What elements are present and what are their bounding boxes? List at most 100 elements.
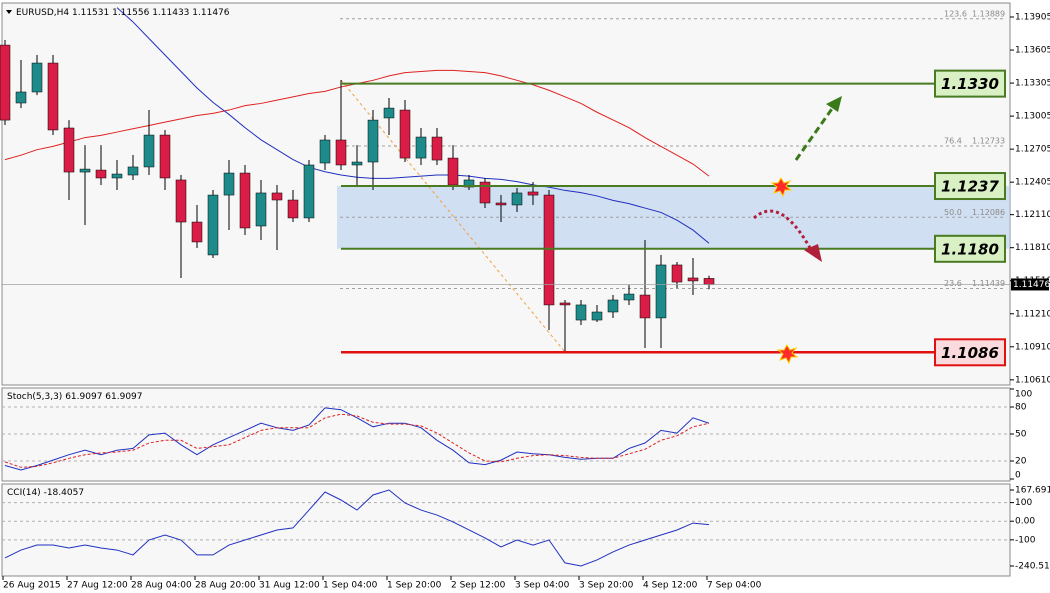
y-tick-label: 1.13005: [1015, 112, 1050, 122]
y-tick-label: 0: [1015, 471, 1021, 481]
y-tick-label: 80: [1015, 403, 1027, 413]
candle-body: [623, 293, 635, 301]
candle-body: [415, 136, 427, 159]
header: EURUSD,H4 1.11531 1.11556 1.11433 1.1147…: [16, 8, 230, 18]
candle-body: [447, 157, 459, 186]
title: Stoch(5,3,3): [7, 392, 62, 402]
down-arrow: [753, 209, 812, 249]
level-label: 1.1086: [941, 344, 999, 362]
x-tick-label: 2 Sep 12:00: [451, 581, 506, 591]
level-box: [934, 69, 1006, 98]
x-tick-label: 26 Aug 2015: [3, 581, 61, 591]
y-tick-label: 1.10910: [1015, 342, 1050, 352]
x-tick-label: 3 Sep 04:00: [515, 581, 570, 591]
candle-body: [95, 169, 107, 179]
level-box: [934, 234, 1006, 263]
symbol: EURUSD,H4: [16, 8, 69, 18]
fibo-level: 76.4: [944, 137, 962, 146]
candle-body: [15, 91, 27, 104]
x-tick-label: 28 Aug 04:00: [131, 581, 192, 591]
fibo-price: 1.11439: [972, 279, 1005, 288]
stoch-header: Stoch(5,3,3) 61.9097 61.9097: [7, 392, 143, 402]
candle-body: [479, 181, 491, 204]
high: 1.11556: [112, 8, 149, 18]
x-tick-label: 1 Sep 04:00: [323, 581, 378, 591]
indicator-line: [4, 489, 710, 567]
header-arrow: [6, 10, 12, 14]
fibo-level: 50.0: [944, 208, 962, 217]
candle-body: [143, 134, 155, 168]
main: 61.9097: [65, 392, 102, 402]
fibo-trend: [340, 79, 566, 353]
fibo-price: 1.13889: [972, 9, 1005, 18]
close: 1.11476: [192, 8, 229, 18]
low: 1.11433: [152, 8, 189, 18]
y-tick-label: 1.12405: [1015, 178, 1050, 188]
candle-body: [511, 192, 523, 206]
x-tick-label: 28 Aug 20:00: [195, 581, 256, 591]
cci-header: CCI(14) -18.4057: [7, 488, 84, 498]
y-tick-label: 1.13905: [1015, 13, 1050, 23]
y-tick-label: 100: [1015, 390, 1032, 400]
plot-layer: 1.13905 1.13605 1.13305 1.13005 1.12705 1.124…: [0, 7, 1050, 591]
y-tick-label: 1.12705: [1015, 145, 1050, 155]
y-tick-label: 1.10610: [1015, 375, 1050, 385]
level-box: [934, 172, 1006, 201]
candle-body: [159, 134, 171, 179]
candle-body: [303, 164, 315, 219]
level-label: 1.1330: [941, 75, 999, 93]
candle-body: [543, 194, 555, 306]
level-box: [934, 338, 1006, 367]
y-tick-label: 50: [1015, 430, 1027, 440]
y-tick-label: 100: [1015, 498, 1032, 508]
fibo-price: 1.12086: [972, 208, 1005, 217]
candle-body: [367, 119, 379, 163]
up-arrowhead: [826, 96, 842, 112]
candle-body: [687, 277, 699, 282]
y-tick-label: 0.00: [1015, 517, 1035, 527]
candle-body: [207, 194, 219, 256]
x-tick-label: 27 Aug 12:00: [67, 581, 128, 591]
x-tick-label: 31 Aug 12:00: [259, 581, 320, 591]
x-tick-label: 1 Sep 20:00: [387, 581, 442, 591]
price-box: [1011, 278, 1049, 291]
candle-body: [703, 278, 715, 285]
candle-body: [127, 166, 139, 176]
x-tick-label: 4 Sep 12:00: [643, 581, 698, 591]
candle-body: [383, 107, 395, 119]
candle-body: [591, 311, 603, 321]
candle-body: [639, 294, 651, 319]
candle-body: [63, 127, 75, 173]
y-tick-label: 1.11210: [1015, 309, 1050, 319]
moving-average: [116, 7, 710, 244]
fibo-level: 123.6: [944, 9, 967, 18]
y-tick-label: 1.13305: [1015, 79, 1050, 89]
y-tick-label: -240.514: [1015, 562, 1050, 572]
candle-body: [431, 136, 443, 161]
candle-body: [351, 161, 363, 166]
candle-body: [223, 172, 235, 196]
candle-body: [607, 299, 619, 313]
candle-body: [255, 192, 267, 227]
candle-body: [335, 139, 347, 166]
candle-body: [111, 173, 123, 179]
candle-body: [495, 202, 507, 206]
cci-panel: [1, 483, 1011, 577]
annotations: [753, 96, 842, 365]
candle-body: [655, 264, 667, 319]
candle-body: [271, 192, 283, 201]
price-label: 1.11476: [1013, 280, 1050, 290]
level-label: 1.1237: [941, 178, 999, 196]
candle-body: [0, 44, 11, 121]
open: 1.11531: [72, 8, 109, 18]
candle-body: [527, 191, 539, 196]
candle-body: [671, 264, 683, 283]
indicator-line: [4, 413, 710, 468]
candle-body: [31, 62, 43, 93]
value: -18.4057: [44, 488, 84, 498]
y-tick-label: 167.6914: [1015, 486, 1050, 496]
y-tick-label: 1.13605: [1015, 46, 1050, 56]
candle-body: [239, 172, 251, 229]
y-tick-label: 1.12110: [1015, 210, 1050, 220]
